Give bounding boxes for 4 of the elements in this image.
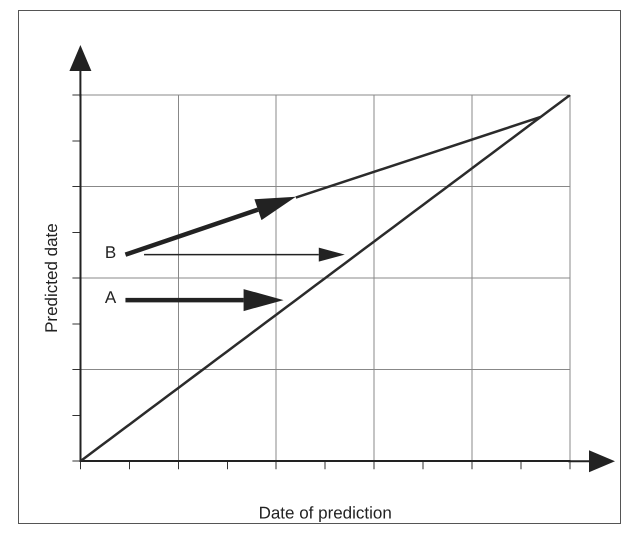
annotation: B — [104, 242, 116, 263]
annotation: A — [104, 288, 116, 308]
x-axis-title: Date of prediction — [258, 503, 392, 522]
y-axis-title: Predicted date — [42, 223, 61, 333]
